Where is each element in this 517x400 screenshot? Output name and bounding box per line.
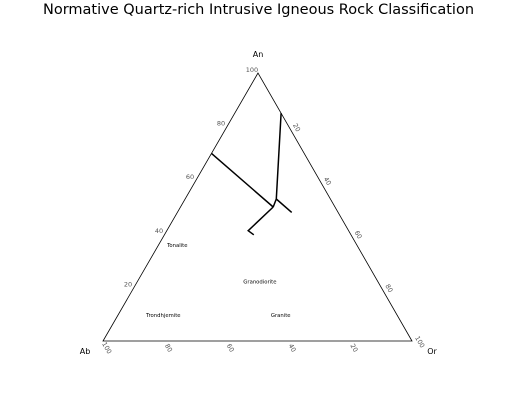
field-label-trondhjemite: Trondhjemite xyxy=(145,313,181,319)
field-label-granodiorite: Granodiorite xyxy=(243,279,276,285)
field-label-granite: Granite xyxy=(271,313,291,319)
or-tick-label: 20 xyxy=(291,122,302,133)
ab-tick-label: 40 xyxy=(287,342,298,353)
an-tick-label: 20 xyxy=(124,280,132,288)
or-tick-label: 40 xyxy=(322,176,333,187)
triangle-frame xyxy=(103,73,412,341)
boundary-granodiorite-granite xyxy=(248,207,273,235)
boundary-tonalite-granodiorite xyxy=(276,199,291,212)
field-label-tonalite: Tonalite xyxy=(166,243,187,249)
corner-label-ab: Ab xyxy=(80,347,91,356)
ab-tick-label: 60 xyxy=(225,342,236,353)
ab-tick-label: 100 xyxy=(100,341,113,356)
or-tick-label: 60 xyxy=(353,229,364,240)
corner-label-or: Or xyxy=(427,347,437,356)
triangle-outline xyxy=(103,73,412,341)
boundary-trondhjemite-granite xyxy=(212,153,274,207)
boundary-lines xyxy=(212,113,292,235)
an-tick-label: 80 xyxy=(217,120,225,128)
or-tick-label: 80 xyxy=(383,283,394,294)
or-tick-label: 100 xyxy=(413,335,426,350)
ab-tick-label: 20 xyxy=(348,342,359,353)
an-tick-label: 100 xyxy=(246,66,258,74)
an-tick-label: 60 xyxy=(186,173,194,181)
an-tick-label: 40 xyxy=(155,227,163,235)
ab-tick-label: 80 xyxy=(163,342,174,353)
corner-label-an: An xyxy=(253,50,264,59)
field-labels: Tonalite Granodiorite Trondhjemite Granite xyxy=(145,243,291,319)
boundary-tonalite-trondhjemite-granodiorite xyxy=(273,113,281,207)
